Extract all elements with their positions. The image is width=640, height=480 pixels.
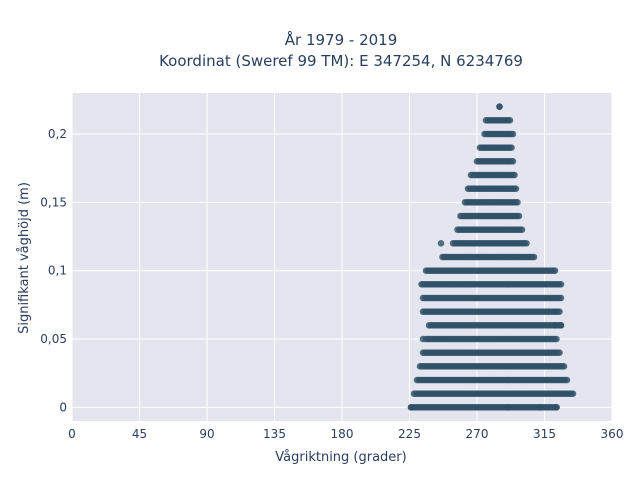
x-tick-label: 180 bbox=[331, 427, 354, 441]
x-tick-label: 225 bbox=[398, 427, 421, 441]
data-point bbox=[563, 376, 571, 384]
data-point bbox=[551, 322, 559, 329]
data-point bbox=[560, 363, 568, 370]
data-point bbox=[407, 404, 415, 411]
chart-subtitle: Koordinat (Sweref 99 TM): E 347254, N 62… bbox=[159, 52, 523, 70]
y-tick-label: 0,05 bbox=[40, 332, 67, 346]
data-point bbox=[556, 349, 563, 356]
data-point bbox=[523, 240, 530, 247]
data-point bbox=[515, 212, 523, 220]
data-point bbox=[557, 322, 565, 329]
data-point bbox=[496, 103, 503, 110]
data-point bbox=[514, 199, 521, 206]
y-tick-label: 0 bbox=[59, 400, 67, 414]
data-point bbox=[557, 281, 565, 288]
data-point bbox=[557, 294, 565, 302]
data-point bbox=[508, 144, 515, 151]
data-point bbox=[511, 171, 518, 179]
y-tick-label: 0,1 bbox=[48, 264, 67, 278]
data-point bbox=[536, 404, 544, 411]
data-point bbox=[553, 335, 560, 343]
y-axis-ticks: 0 0,05 0,1 0,15 0,2 bbox=[40, 127, 67, 414]
x-tick-label: 270 bbox=[466, 427, 489, 441]
data-point bbox=[509, 130, 517, 138]
data-point bbox=[437, 240, 445, 247]
data-point bbox=[530, 253, 538, 261]
data-point bbox=[505, 404, 512, 411]
x-tick-label: 360 bbox=[601, 427, 624, 441]
data-point bbox=[506, 117, 514, 124]
data-point bbox=[518, 226, 526, 233]
data-points bbox=[407, 103, 577, 411]
x-tick-label: 0 bbox=[68, 427, 76, 441]
x-tick-label: 315 bbox=[533, 427, 556, 441]
data-point bbox=[556, 308, 563, 315]
x-axis-ticks: 0 45 90 135 180 225 270 315 360 bbox=[68, 427, 623, 441]
data-point bbox=[509, 158, 517, 165]
data-point bbox=[419, 335, 427, 343]
y-axis-label: Signifikant våghöjd (m) bbox=[17, 182, 32, 334]
data-point bbox=[569, 390, 577, 397]
x-tick-label: 135 bbox=[263, 427, 286, 441]
x-tick-label: 90 bbox=[199, 427, 214, 441]
data-point bbox=[512, 185, 520, 192]
data-point bbox=[551, 267, 559, 274]
y-tick-label: 0,15 bbox=[40, 195, 67, 209]
x-tick-label: 45 bbox=[132, 427, 147, 441]
chart-title: År 1979 - 2019 bbox=[285, 30, 398, 49]
data-point bbox=[553, 404, 560, 411]
y-tick-label: 0,2 bbox=[48, 127, 67, 141]
x-axis-label: Vågriktning (grader) bbox=[275, 450, 406, 465]
